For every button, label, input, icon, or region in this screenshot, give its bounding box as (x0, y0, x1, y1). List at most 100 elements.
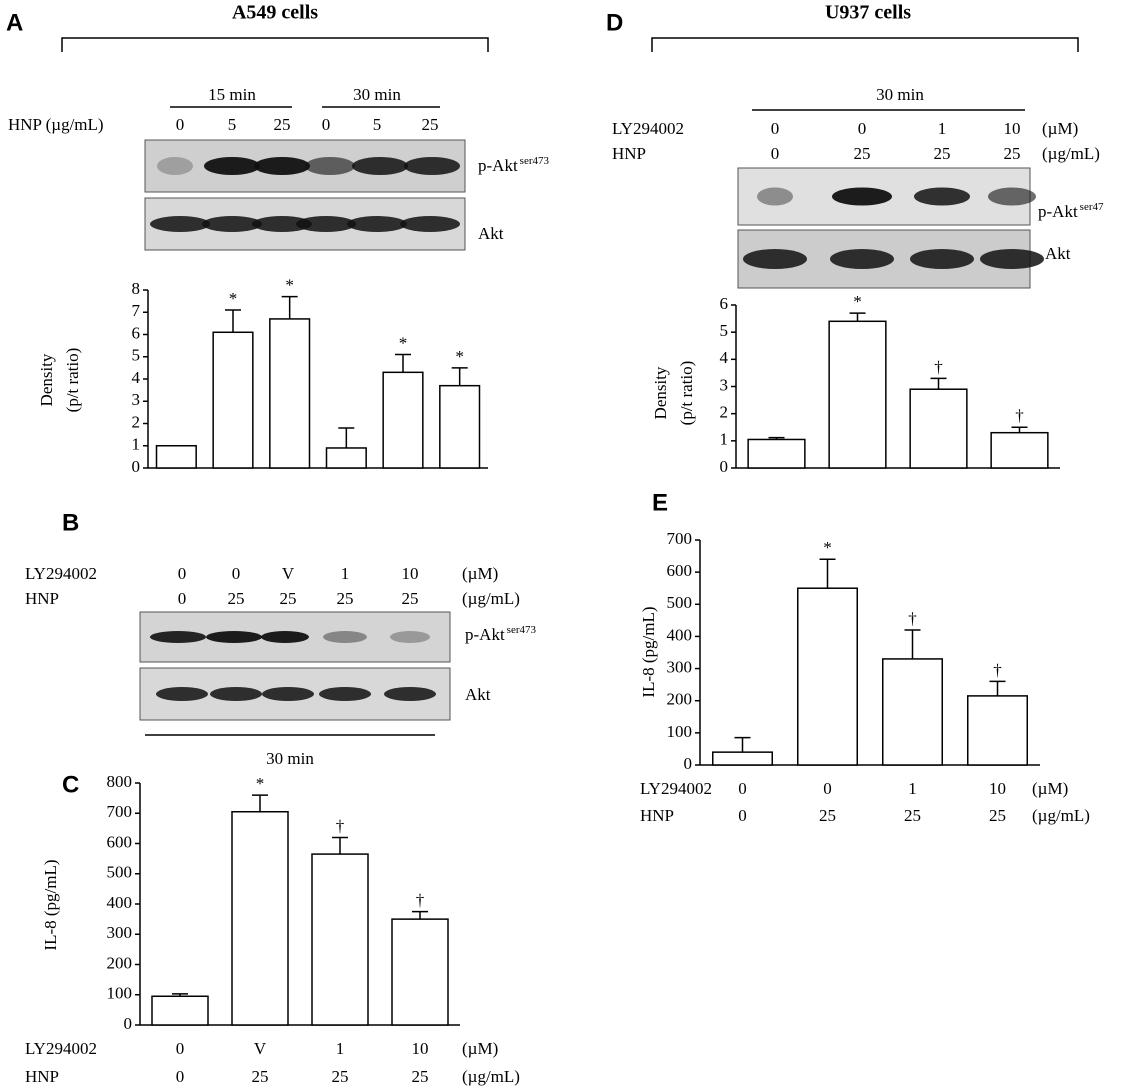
y-tick-label: 700 (667, 529, 693, 548)
y-axis-label: Density (37, 353, 56, 406)
band (296, 216, 356, 232)
y-tick-label: 800 (107, 772, 133, 791)
panel-label: E (652, 489, 668, 516)
lane-label: 25 (422, 115, 439, 134)
y-tick-label: 2 (720, 403, 729, 422)
error-bar (930, 377, 947, 390)
band (352, 157, 408, 175)
annotation: * (229, 289, 238, 308)
y-tick-label: 0 (684, 754, 693, 773)
bar (967, 695, 1028, 766)
y-tick-label: 5 (132, 346, 141, 365)
bar (439, 384, 481, 469)
time-label: 30 min (266, 749, 314, 768)
lane-label: 0 (322, 115, 331, 134)
x-tick-label: 25 (332, 1067, 349, 1086)
lane-label: 0 (178, 564, 187, 583)
band-label: Akt (1045, 244, 1071, 263)
band-label: Akt (478, 224, 504, 243)
annotation: † (336, 816, 345, 835)
error-bar (904, 629, 921, 659)
y-tick-label: 1 (132, 435, 141, 454)
lane-label: 0 (771, 119, 780, 138)
time-label: 15 min (208, 85, 256, 104)
error-bar (1011, 426, 1028, 433)
y-tick-label: 6 (720, 294, 729, 313)
band (832, 187, 892, 206)
lane-label: 1 (341, 564, 350, 583)
error-bar (252, 794, 268, 812)
lane-label: 25 (1004, 144, 1021, 163)
annotation: † (908, 609, 917, 628)
bar (882, 658, 943, 766)
unit-label: (µg/mL) (1032, 806, 1090, 825)
error-bar (768, 436, 785, 440)
y-tick-label: 100 (667, 722, 693, 741)
band (910, 249, 974, 269)
y-tick-label: 3 (720, 375, 729, 394)
band (347, 216, 407, 232)
bar (990, 431, 1049, 469)
unit-label: (µM) (462, 1039, 498, 1058)
bar (712, 751, 773, 766)
bar (311, 853, 369, 1026)
bar (155, 445, 197, 469)
row-label: LY294002 (25, 564, 97, 583)
row-label: HNP (25, 1067, 59, 1086)
band (156, 687, 208, 701)
error-bar (172, 993, 188, 997)
y-axis-label: Density (651, 366, 670, 419)
lane-label: 0 (176, 115, 185, 134)
bar (325, 447, 367, 469)
band (988, 187, 1036, 206)
lane-label: 25 (280, 589, 297, 608)
error-bar (395, 353, 411, 373)
x-tick-label: 25 (412, 1067, 429, 1086)
unit-label: (µM) (1042, 119, 1078, 138)
band (319, 687, 371, 701)
error-bar (338, 427, 355, 448)
band (202, 216, 262, 232)
bar (797, 587, 858, 766)
band (757, 187, 793, 206)
x-tick-label: 25 (904, 806, 921, 825)
y-tick-label: 7 (132, 301, 141, 320)
y-tick-label: 1 (720, 430, 729, 449)
band-name: p-Akt (1038, 202, 1078, 221)
y-tick-label: 5 (720, 321, 729, 340)
panel-label: B (62, 509, 79, 536)
lane-label: 25 (228, 589, 245, 608)
row-label: HNP (640, 806, 674, 825)
band (323, 631, 367, 643)
x-tick-label: 0 (176, 1039, 185, 1058)
error-bar (819, 558, 836, 589)
x-tick-label: 25 (252, 1067, 269, 1086)
y-tick-label: 0 (132, 457, 141, 476)
annotation: * (399, 333, 408, 352)
row-label: LY294002 (612, 119, 684, 138)
error-bar (281, 295, 298, 319)
row-label: HNP (µg/mL) (8, 115, 104, 134)
band (150, 631, 206, 643)
error-bar (225, 309, 241, 333)
panel-label: A (6, 9, 23, 36)
x-tick-label: 0 (738, 806, 747, 825)
lane-label: 5 (373, 115, 382, 134)
band (743, 249, 807, 269)
annotation: † (934, 357, 943, 376)
band-sup: ser47 (1080, 201, 1104, 213)
band-label: Akt (465, 685, 491, 704)
y-tick-label: 200 (107, 953, 133, 972)
bar (382, 371, 424, 469)
error-bar (849, 312, 866, 322)
unit-label: (µg/mL) (1042, 144, 1100, 163)
band (400, 216, 460, 232)
annotation: † (416, 890, 425, 909)
annotation: * (256, 774, 265, 793)
panel-label: D (606, 9, 623, 36)
y-tick-label: 6 (132, 323, 141, 342)
blot (737, 167, 1031, 226)
bracket (651, 37, 1079, 52)
y-tick-label: 500 (667, 593, 693, 612)
